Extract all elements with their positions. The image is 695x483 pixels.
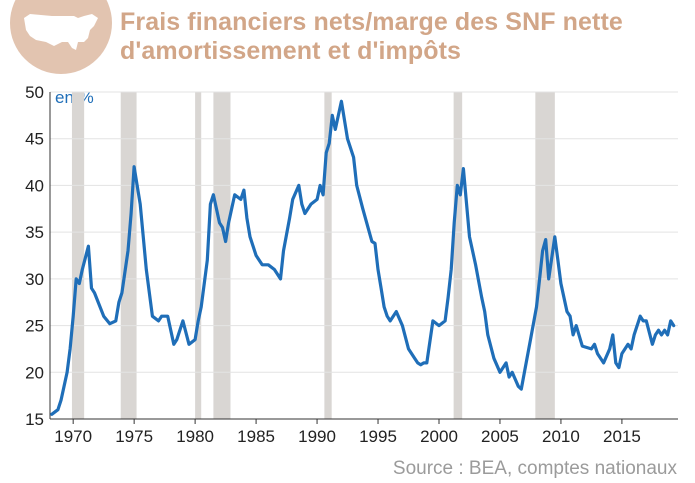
x-tick-1980: 1980 — [176, 427, 214, 446]
x-tick-labels: 1970 1975 1980 1985 1990 1995 2000 2005 2010 2015 — [54, 419, 641, 446]
y-tick-labels: 15 20 25 30 35 40 45 50 — [25, 83, 44, 429]
grid-lines — [50, 91, 678, 373]
source-note: Source : BEA, comptes nationaux — [392, 458, 677, 479]
x-tick-2010: 2010 — [542, 427, 580, 446]
y-tick-50: 50 — [25, 83, 44, 102]
y-tick-20: 20 — [25, 363, 44, 382]
x-tick-1990: 1990 — [298, 427, 336, 446]
chart-title: Frais financiers nets/marge des SNF nett… — [120, 8, 623, 65]
usa-map-badge — [10, 0, 112, 74]
usa-map-icon — [24, 14, 98, 50]
x-tick-1975: 1975 — [115, 427, 153, 446]
y-tick-15: 15 — [25, 410, 44, 429]
x-tick-2015: 2015 — [603, 427, 641, 446]
x-tick-1985: 1985 — [237, 427, 275, 446]
recession-band-4 — [324, 92, 332, 419]
x-tick-2000: 2000 — [420, 427, 458, 446]
x-tick-2005: 2005 — [481, 427, 519, 446]
y-tick-25: 25 — [25, 317, 44, 336]
recession-band-0 — [71, 92, 85, 419]
x-tick-1970: 1970 — [54, 427, 92, 446]
y-tick-35: 35 — [25, 223, 44, 242]
y-tick-45: 45 — [25, 130, 44, 149]
recession-band-3 — [213, 92, 231, 419]
recession-band-6 — [535, 92, 555, 419]
axes — [49, 92, 678, 420]
series-line-0 — [50, 99, 676, 416]
x-tick-1995: 1995 — [359, 427, 397, 446]
series-lines — [50, 99, 676, 416]
recession-band-5 — [453, 92, 463, 419]
y-tick-40: 40 — [25, 176, 44, 195]
recession-band-2 — [195, 92, 202, 419]
header: Frais financiers nets/marge des SNF nett… — [0, 0, 695, 74]
y-tick-30: 30 — [25, 270, 44, 289]
